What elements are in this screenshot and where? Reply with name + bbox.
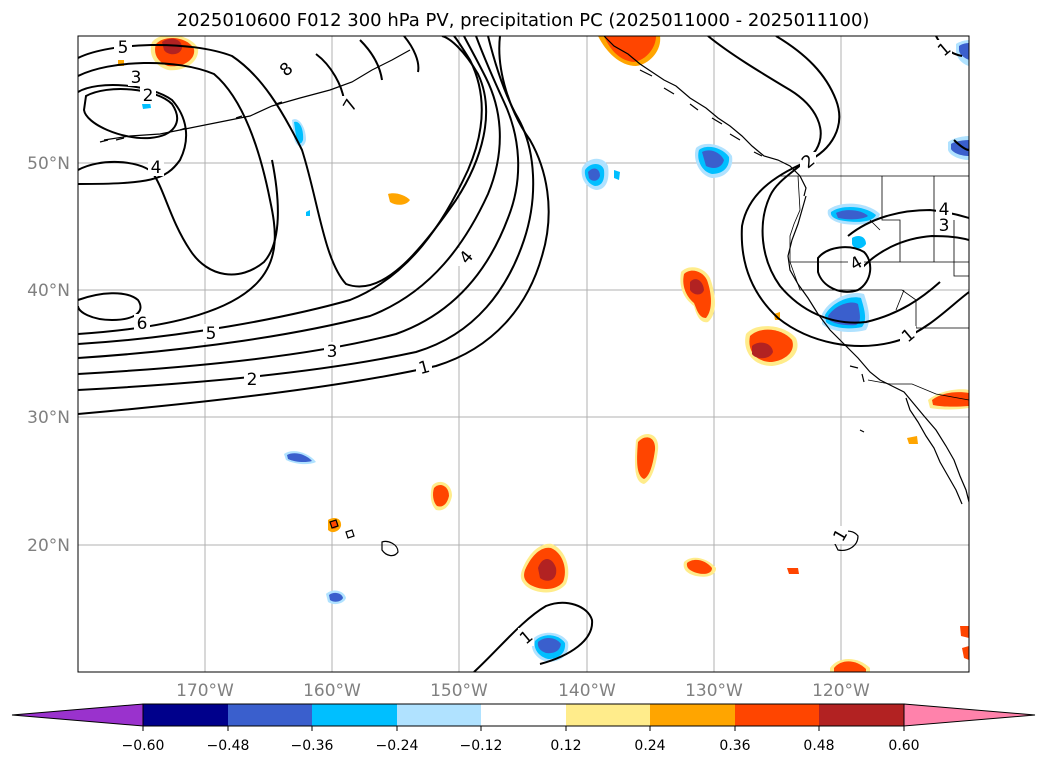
latitude-labels: 50°N 40°N 30°N 20°N <box>27 154 70 556</box>
colorbar-ticks <box>142 726 905 731</box>
precip-blob <box>907 436 918 444</box>
contour-label: 1 <box>416 357 432 379</box>
precip-blob <box>787 568 799 574</box>
precip-blob <box>326 590 346 605</box>
colorbar-segment <box>735 704 819 726</box>
precip-blob <box>683 557 716 577</box>
precip-blob <box>694 143 733 178</box>
colorbar-segment <box>397 704 481 726</box>
colorbar-extend-low <box>11 703 144 727</box>
lon-label: 130°W <box>685 681 743 701</box>
colorbar-segment <box>650 704 735 726</box>
lat-label: 20°N <box>27 536 70 556</box>
contour-label: 3 <box>327 342 338 362</box>
precip-blob <box>306 210 310 216</box>
graticule <box>78 36 969 672</box>
colorbar-segment <box>143 704 228 726</box>
lon-label: 120°W <box>812 681 870 701</box>
lat-label: 50°N <box>27 154 70 174</box>
contour-label: 2 <box>143 86 154 106</box>
precip-blob <box>388 193 410 205</box>
coastlines <box>99 36 969 557</box>
contour-label: 3 <box>131 68 142 88</box>
contour-labels: 5 3 2 8 7 4 6 5 4 3 2 1 2 4 3 4 1 1 1 1 <box>114 38 955 649</box>
lon-label: 160°W <box>303 681 361 701</box>
colorbar-segment <box>312 704 397 726</box>
colorbar-tick-label: 0.36 <box>719 738 750 754</box>
lat-label: 40°N <box>27 281 70 301</box>
colorbar-tick-label: 0.24 <box>634 738 665 754</box>
precip-blob <box>680 267 715 323</box>
precip-blob <box>634 434 659 484</box>
colorbar-extend-high <box>903 703 1036 727</box>
colorbar-segment <box>481 704 566 726</box>
colorbar-segment <box>228 704 312 726</box>
colorbar-tick-label: −0.36 <box>291 738 334 754</box>
map-title: 2025010600 F012 300 hPa PV, precipitatio… <box>177 10 870 31</box>
colorbar-tick-labels: −0.60 −0.48 −0.36 −0.24 −0.12 0.12 0.24 … <box>122 738 920 754</box>
map-panel: 5 3 2 8 7 4 6 5 4 3 2 1 2 4 3 4 1 1 1 1 <box>78 36 969 672</box>
lat-label: 30°N <box>27 408 70 428</box>
contour-label: 4 <box>939 200 950 220</box>
lon-label: 150°W <box>430 681 488 701</box>
contour-label: 6 <box>137 314 148 334</box>
colorbar-tick-label: −0.24 <box>376 738 419 754</box>
colorbar-tick-label: −0.48 <box>207 738 250 754</box>
precip-blob <box>745 312 798 366</box>
contour-label: 2 <box>247 370 258 390</box>
map-frame <box>77 35 970 673</box>
contour-label: 5 <box>118 38 129 58</box>
colorbar-segment <box>819 704 904 726</box>
precip-blob <box>581 158 620 190</box>
precip-blob <box>430 481 452 511</box>
colorbar-tick-label: −0.60 <box>122 738 165 754</box>
colorbar-tick-label: 0.60 <box>888 738 919 754</box>
lon-label: 140°W <box>558 681 616 701</box>
lon-label: 170°W <box>176 681 234 701</box>
colorbar-tick-label: 0.48 <box>803 738 834 754</box>
contour-label: 5 <box>206 324 217 344</box>
contour-label: 4 <box>151 158 162 178</box>
precip-blob <box>284 451 316 465</box>
precip-blob <box>520 543 569 593</box>
colorbar-tick-label: −0.12 <box>460 738 503 754</box>
precip-blob <box>948 136 969 160</box>
precip-blob <box>956 40 969 66</box>
pv-contours <box>78 36 969 672</box>
precip-blob <box>830 659 870 672</box>
precip-blob <box>292 119 306 147</box>
precip-blob <box>827 203 880 225</box>
colorbar: −0.60 −0.48 −0.36 −0.24 −0.12 0.12 0.24 … <box>11 703 1036 754</box>
precip-blob <box>962 646 969 660</box>
colorbar-segment <box>566 704 650 726</box>
precip-negative-areas <box>142 40 969 662</box>
precip-blob <box>598 36 661 66</box>
precip-blob <box>960 626 969 638</box>
contour-label: 3 <box>939 216 950 236</box>
colorbar-frame <box>142 703 905 727</box>
colorbar-tick-label: 0.12 <box>550 738 581 754</box>
longitude-labels: 170°W 160°W 150°W 140°W 130°W 120°W <box>176 681 870 701</box>
precip-blob <box>531 632 569 662</box>
